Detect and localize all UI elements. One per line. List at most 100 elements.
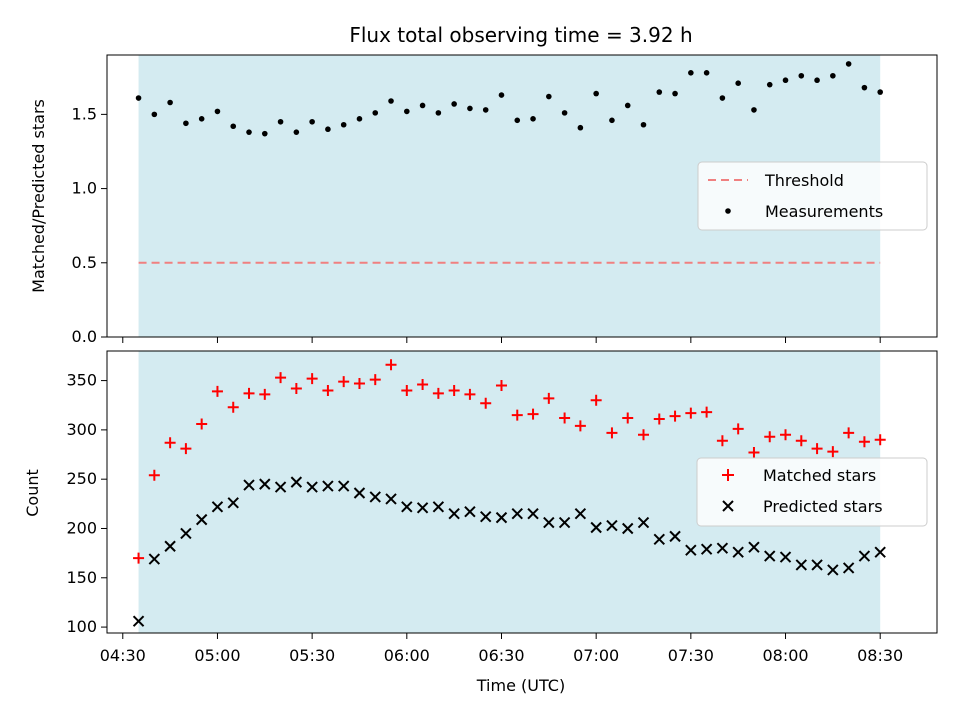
matched-star-point <box>622 412 634 424</box>
legend-threshold-label: Threshold <box>764 171 844 190</box>
measurement-point <box>293 129 300 135</box>
predicted-star-point <box>558 516 571 529</box>
matched-star-point <box>164 437 176 449</box>
measurement-point <box>230 123 237 130</box>
bottom-legend: Matched stars Predicted stars <box>696 457 928 527</box>
legend-matched-swatch <box>722 469 734 481</box>
legend-matched-label: Matched stars <box>763 466 876 485</box>
matched-star-point <box>574 420 586 432</box>
measurement-point <box>735 80 741 86</box>
matched-star-point <box>259 388 271 400</box>
matched-star-point <box>827 446 839 458</box>
measurement-point <box>419 102 426 109</box>
chart-title: Flux total observing time = 3.92 h <box>349 23 692 47</box>
measurement-point <box>688 70 694 76</box>
matched-star-point <box>275 372 287 384</box>
predicted-star-point <box>858 550 871 562</box>
measurement-point <box>435 110 442 116</box>
predicted-star-point <box>259 478 271 490</box>
measurement-point <box>135 95 142 101</box>
measurement-point <box>198 116 205 122</box>
predicted-star-point <box>732 546 744 558</box>
legend-measurements-label: Measurements <box>765 202 883 221</box>
predicted-star-point <box>700 543 713 555</box>
measurement-point <box>830 72 836 79</box>
measurement-point <box>277 118 284 125</box>
predicted-star-point <box>543 516 555 529</box>
measurement-point <box>246 129 252 135</box>
matched-star-point <box>148 469 160 481</box>
matched-star-point <box>401 384 413 396</box>
top-legend: Threshold Measurements <box>697 161 928 231</box>
matched-star-point <box>858 436 870 448</box>
measurement-point <box>530 116 536 122</box>
predicted-star-point <box>653 533 665 546</box>
measurement-point <box>561 110 568 116</box>
predicted-star-point <box>401 501 413 513</box>
measurement-point <box>309 118 315 125</box>
bottom-y-tick-label: 150 <box>66 568 97 587</box>
x-tick-label: 06:30 <box>478 646 524 665</box>
predicted-star-point <box>306 481 318 493</box>
matched-star-point <box>511 409 523 421</box>
predicted-star-point <box>164 540 176 552</box>
predicted-star-point <box>432 501 445 513</box>
matched-star-point <box>874 434 886 446</box>
predicted-star-point <box>527 507 539 520</box>
predicted-star-point <box>811 559 823 571</box>
predicted-star-point <box>590 521 602 534</box>
matched-star-point <box>306 373 318 385</box>
matched-star-point <box>243 387 255 399</box>
measurement-point <box>782 77 789 84</box>
legend-predicted-swatch <box>722 500 734 512</box>
predicted-star-point <box>495 511 508 524</box>
predicted-star-point <box>764 550 776 562</box>
predicted-star-point <box>416 502 429 514</box>
measurement-point <box>514 117 521 124</box>
predicted-star-point <box>842 562 855 574</box>
matched-star-point <box>417 379 429 391</box>
predicted-star-point <box>369 491 381 503</box>
matched-star-point <box>527 408 539 420</box>
predicted-star-point <box>132 615 145 627</box>
bottom-panel: 100 150 200 250 300 350 04:30 05:00 05:30 06:00 06… <box>66 350 938 665</box>
predicted-star-point <box>479 510 492 523</box>
top-y-tick-label: 0.5 <box>72 253 97 272</box>
matched-star-point <box>748 447 760 459</box>
predicted-star-point <box>606 519 618 532</box>
matched-star-point <box>133 552 145 564</box>
predicted-star-point <box>227 497 239 509</box>
matched-star-point <box>590 394 602 406</box>
measurement-point <box>482 107 489 113</box>
measurement-point <box>719 95 726 101</box>
matched-star-point <box>322 384 334 396</box>
matched-star-point <box>495 380 507 392</box>
predicted-star-point <box>274 481 287 493</box>
predicted-star-point <box>290 476 303 488</box>
measurement-point <box>609 117 615 124</box>
predicted-star-point <box>622 522 634 535</box>
matched-star-point <box>480 397 492 409</box>
measurement-point <box>372 110 379 116</box>
matched-star-point <box>811 443 823 455</box>
top-legend-box <box>697 161 928 231</box>
measurement-point <box>340 121 347 128</box>
predicted-star-point <box>322 480 334 492</box>
measurement-point <box>577 124 584 131</box>
measurement-point <box>751 107 757 113</box>
matched-star-point <box>180 443 192 455</box>
predicted-star-point <box>669 530 681 543</box>
measurement-point <box>356 116 363 122</box>
matched-star-point <box>795 435 807 447</box>
measurement-point <box>325 126 331 133</box>
matched-star-point <box>432 387 444 399</box>
top-y-tick-label: 1.5 <box>72 104 97 123</box>
top-y-tick-label: 0.0 <box>72 327 97 346</box>
measurement-point <box>498 92 505 98</box>
measurement-point <box>546 93 552 100</box>
measurement-point <box>467 105 473 112</box>
predicted-star-point <box>779 551 792 563</box>
bottom-axes-frame <box>106 350 938 634</box>
measurement-point <box>640 121 647 128</box>
